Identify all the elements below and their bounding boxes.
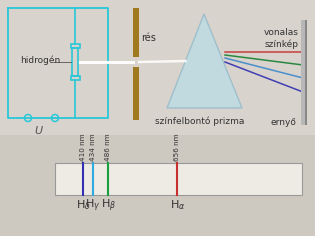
Bar [133, 67, 139, 120]
Bar [55, 163, 302, 195]
Bar [71, 44, 79, 48]
Bar [0, 135, 315, 236]
Bar [0, 0, 315, 135]
Text: vonalas
színkép: vonalas színkép [264, 28, 299, 49]
Text: $\mathrm{H}_{β}$: $\mathrm{H}_{β}$ [100, 198, 116, 214]
Text: $\mathrm{H}_{δ}$: $\mathrm{H}_{δ}$ [76, 198, 91, 212]
Text: $\mathrm{H}_{γ}$: $\mathrm{H}_{γ}$ [85, 198, 100, 214]
Text: 410 nm: 410 nm [80, 133, 86, 161]
Text: 656 nm: 656 nm [174, 133, 180, 161]
Polygon shape [167, 14, 242, 108]
Text: ernyő: ernyő [270, 118, 296, 127]
Bar [71, 76, 79, 80]
Bar [305, 20, 307, 125]
Text: hidrogén: hidrogén [20, 55, 60, 65]
Text: 434 nm: 434 nm [89, 133, 95, 161]
Bar [72, 48, 78, 76]
Text: 486 nm: 486 nm [105, 133, 111, 161]
Text: rés: rés [141, 33, 156, 43]
Bar [301, 20, 305, 125]
Text: $\mathrm{H}_{α}$: $\mathrm{H}_{α}$ [169, 198, 185, 212]
Text: színfelbontó prizma: színfelbontó prizma [155, 116, 245, 126]
Bar [133, 8, 139, 57]
Text: U: U [34, 126, 42, 136]
